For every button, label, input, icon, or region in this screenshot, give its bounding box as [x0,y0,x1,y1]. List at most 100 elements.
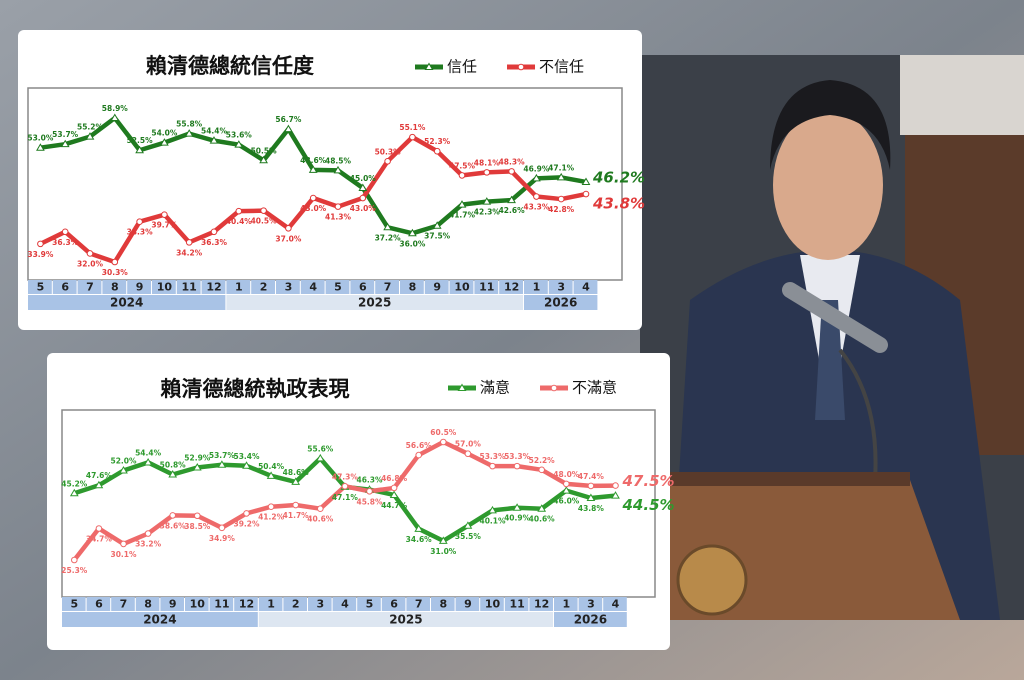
point-marker [463,521,473,529]
point-marker [415,451,423,459]
value-label-latest: 46.2% [592,168,645,186]
point-marker [95,525,103,532]
point-marker [438,536,448,544]
month-cell [160,597,184,611]
x-tick-label: 10 [190,598,206,611]
value-label: 34.6% [406,535,433,544]
value-label: 47.3% [332,472,359,481]
x-tick-label: 11 [182,281,197,294]
point-marker [168,470,178,478]
point-marker [284,124,293,133]
month-cell [400,280,424,294]
point-marker [507,195,516,204]
point-marker [259,155,268,164]
value-label: 42.6% [499,206,526,215]
point-marker [315,453,325,462]
x-tick-label: 7 [384,281,392,294]
value-label: 41.7% [449,211,476,220]
x-tick-label: 3 [557,281,565,294]
point-marker [561,486,571,494]
value-label: 30.1% [110,550,137,559]
photo [640,55,1024,620]
point-marker [234,140,244,148]
x-tick-label: 4 [309,281,317,294]
value-label: 46.0% [553,497,580,506]
value-label: 25.3% [61,566,88,575]
value-label: 53.4% [233,452,260,461]
value-label-latest: 43.8% [592,195,645,213]
point-marker [61,228,69,236]
x-tick-label: 9 [433,281,441,294]
tie [815,300,845,420]
x-tick-label: 1 [235,281,243,294]
month-cell [152,280,176,294]
value-label: 38.5% [184,522,211,531]
point-marker [143,457,153,466]
value-label: 53.3% [479,452,506,461]
x-tick-label: 4 [582,281,590,294]
value-label: 52.2% [529,456,556,465]
value-label: 54.0% [151,129,178,138]
point-marker [86,250,94,257]
x-tick-label: 11 [214,598,229,611]
point-marker [557,195,565,203]
point-marker [389,490,399,498]
year-cell [554,612,627,627]
year-cell [226,295,523,310]
point-marker [512,503,522,511]
point-marker [217,460,227,468]
value-label: 33.2% [135,540,162,549]
year-label: 2025 [389,613,422,627]
x-tick-label: 8 [439,598,447,611]
value-label: 34.9% [209,534,236,543]
year-label: 2025 [358,296,391,310]
x-tick-label: 10 [454,281,470,294]
point-marker [85,132,95,140]
month-cell [578,597,603,611]
legend-label: 不滿意 [572,379,617,397]
point-marker [136,218,143,226]
point-marker [235,207,243,215]
point-marker [292,501,300,509]
point-marker [508,168,515,175]
value-label: 42.8% [548,205,575,214]
value-label: 38.3% [127,228,154,237]
month-cell [554,597,578,611]
month-cell [406,597,430,611]
podium-top [670,472,910,486]
value-label: 55.1% [399,123,426,132]
value-label: 54.4% [201,127,228,136]
point-marker [366,487,373,495]
point-marker [483,169,491,176]
point-marker [267,503,275,510]
point-marker [537,504,547,512]
month-cell [548,280,573,294]
value-label: 43.0% [350,204,377,213]
hair [770,80,891,170]
month-cell [300,280,325,294]
x-tick-label: 12 [534,598,549,611]
value-label: 45.8% [356,497,383,506]
point-marker [309,194,317,202]
month-cell [350,280,375,294]
point-marker [119,466,128,474]
value-label: 53.7% [52,130,79,139]
point-marker [317,505,324,513]
point-marker [586,493,596,501]
value-label: 55.8% [176,120,203,129]
point-marker [383,222,392,231]
point-marker [161,211,168,218]
point-marker [210,228,218,236]
point-marker [333,165,343,174]
x-tick-label: 11 [479,281,494,294]
value-label: 50.5% [251,146,278,155]
point-marker [111,258,119,266]
year-label: 2026 [544,296,577,310]
month-cell [603,597,627,611]
year-cell [62,612,258,627]
x-tick-label: 12 [504,281,519,294]
point-marker [433,147,441,155]
point-marker [563,480,570,488]
